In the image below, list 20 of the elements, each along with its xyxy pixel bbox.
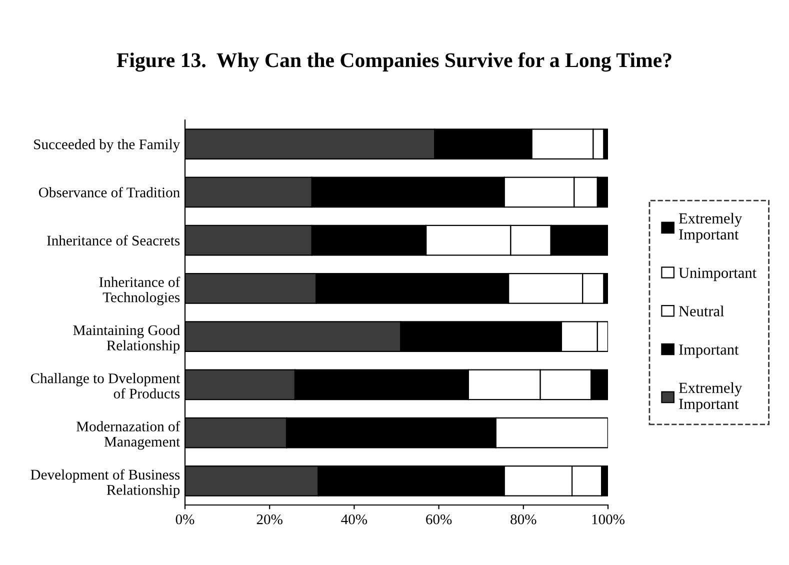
legend-label: Unimportant xyxy=(678,268,756,282)
x-tick-label: 40% xyxy=(341,514,368,524)
legend-label: Important xyxy=(679,344,739,358)
y-tick-label: Maintaining Good Relationship xyxy=(73,324,180,354)
x-tick-label: 0% xyxy=(176,514,194,524)
legend-label: Extremely Important xyxy=(678,212,742,243)
chart-title: Figure 13. Why Can the Companies Survive for a Long Time? xyxy=(116,52,672,72)
x-tick-label: 100% xyxy=(592,514,625,524)
y-tick-label: Development of Business Relationship xyxy=(30,469,180,498)
legend-label: Extremely Important xyxy=(678,382,742,412)
y-tick-label: Succeeded by the Family xyxy=(34,139,180,152)
legend-label: Neutral xyxy=(678,306,724,316)
y-tick-label: Inheritance of Technologies xyxy=(99,276,180,306)
x-tick-label: 20% xyxy=(256,514,282,524)
y-tick-label: Modernazation of Management xyxy=(76,421,180,450)
y-tick-label: Challange to Dvelopment of Products xyxy=(30,372,180,399)
x-tick-label: 60% xyxy=(426,514,452,524)
x-tick-label: 80% xyxy=(510,514,536,524)
y-tick-label: Observance of Tradition xyxy=(38,186,180,198)
y-tick-label: Inheritance of Seacrets xyxy=(47,235,180,246)
